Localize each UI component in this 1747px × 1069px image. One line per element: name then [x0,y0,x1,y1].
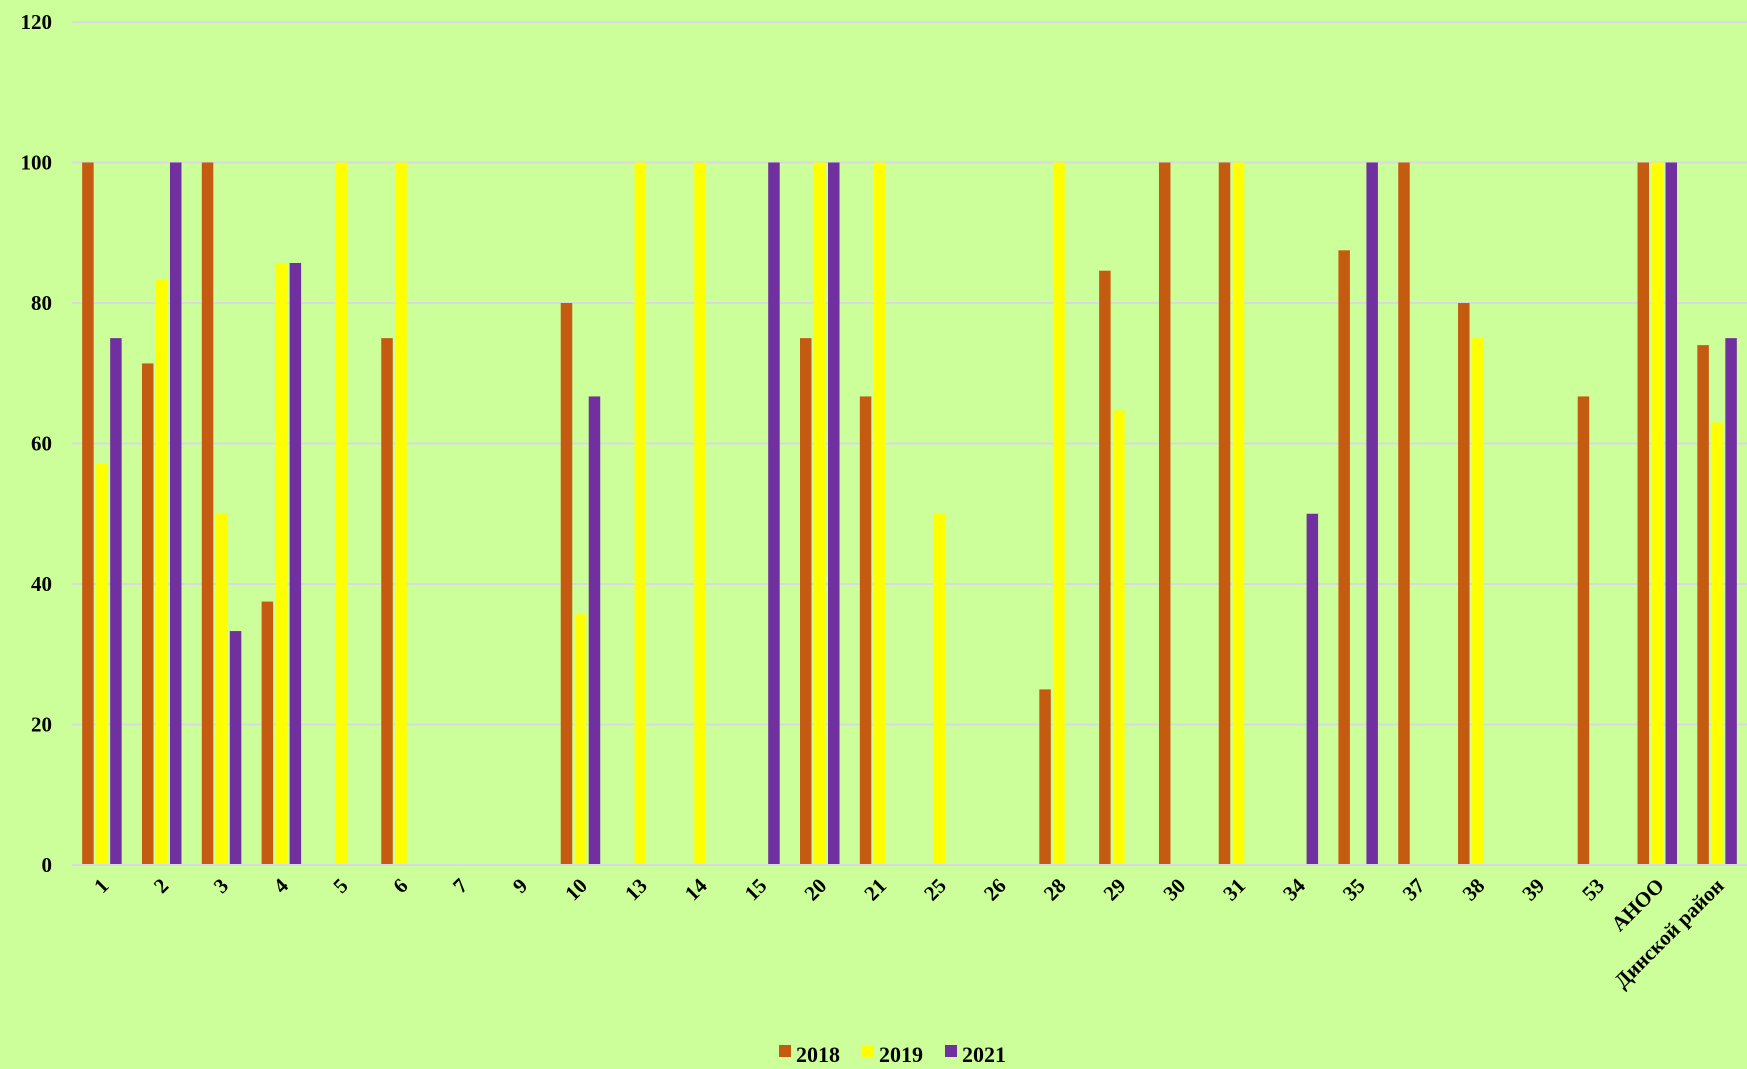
bar-2018-4 [261,601,274,865]
gridlines [72,21,1747,726]
bar-2021-3 [229,631,242,865]
x-tick-label: 30 [1158,874,1190,906]
bar-2018-35 [1338,250,1350,865]
bar-2018-53 [1577,396,1590,865]
x-tick-label: 25 [919,874,951,906]
y-tick-label: 20 [31,713,52,737]
x-tick-label: 37 [1398,874,1430,906]
bar-2018-37 [1398,162,1410,865]
bar-2021-20 [828,162,840,865]
x-tick-label: 38 [1458,874,1490,906]
x-tick-label: 14 [680,873,712,905]
bar-2019-10 [574,614,587,865]
x-tick-label: 10 [560,874,592,906]
x-tick-label: 28 [1039,874,1071,906]
bar-2019-25 [933,513,946,865]
x-tick-label: 31 [1218,874,1250,906]
bar-2018-АНОО [1637,162,1650,865]
bar-2019-21 [873,162,886,865]
x-tick-label: 13 [620,874,652,906]
legend-label-2019: 2019 [879,1042,923,1067]
legend-label-2018: 2018 [796,1042,840,1067]
bar-2019-3 [215,513,228,865]
bar-2018-29 [1099,270,1111,865]
x-tick-label: 39 [1517,874,1549,906]
bar-2018-28 [1039,689,1051,865]
legend-label-2021: 2021 [962,1042,1006,1067]
bar-2019-31 [1232,162,1245,865]
x-tick-label: 1 [89,874,113,898]
bar-2018-1 [82,162,94,865]
bar-2019-38 [1472,338,1484,865]
bar-2018-31 [1218,162,1231,865]
bar-2021-4 [289,262,302,865]
bar-2018-21 [859,396,872,865]
y-tick-label: 100 [21,151,53,175]
bar-2018-Динской район [1697,345,1709,865]
bar-2019-20 [814,162,826,865]
bar-2018-10 [560,303,573,865]
x-tick-label: 9 [508,874,532,898]
bar-2018-20 [800,338,812,865]
x-tick-label: 7 [448,874,472,898]
y-tick-label: 0 [42,853,53,877]
bar-2018-38 [1458,303,1470,865]
x-tick-label: 6 [388,874,412,898]
bar-2019-1 [96,463,108,865]
x-tick-label: 3 [209,874,233,898]
bar-2021-1 [110,338,122,865]
x-tick-label: 2 [149,874,173,898]
bar-2019-29 [1113,410,1125,865]
x-tick-label: 4 [269,873,294,898]
x-tick-label: 35 [1338,874,1370,906]
bar-2021-35 [1366,162,1378,865]
x-tick-label: 15 [740,874,772,906]
legend-swatch-2021 [945,1045,957,1057]
legend: 2018 2019 2021 [779,1042,1006,1067]
bar-2019-14 [694,162,706,865]
y-tick-label: 40 [31,572,52,596]
bar-2021-15 [768,162,780,865]
bar-2018-30 [1158,162,1171,865]
x-tick-label: 5 [328,874,352,898]
bar-2019-6 [395,162,407,865]
x-tick-label: 26 [979,874,1011,906]
bar-2021-10 [588,396,601,865]
x-tick-label: Динской район [1609,874,1728,993]
y-tick-label: 120 [21,10,53,34]
bar-2019-Динской район [1711,422,1723,865]
bar-2019-13 [634,162,647,865]
x-tick-label: 34 [1278,873,1310,905]
bar-2019-28 [1053,162,1065,865]
bar-2018-2 [141,363,154,865]
bar-2021-2 [169,162,182,865]
y-axis-ticks: 0 20 40 60 80 100 120 [21,10,53,877]
bar-2019-5 [335,162,347,865]
bar-2021-АНОО [1665,162,1678,865]
bar-2021-34 [1306,513,1319,865]
x-axis-ticks: 1 2 3 4 5 6 7 9 10 13 14 15 20 21 25 26 28 29 30 31 34 35 37 38… [89,873,1729,993]
bars [82,162,1737,865]
legend-swatch-2019 [862,1045,874,1057]
bar-2018-3 [201,162,214,865]
bar-2019-АНОО [1651,162,1664,865]
bar-2019-2 [155,279,168,865]
y-tick-label: 80 [31,291,52,315]
y-tick-label: 60 [31,432,52,456]
legend-swatch-2018 [779,1045,791,1057]
x-tick-label: 53 [1577,874,1609,906]
x-tick-label: 21 [859,874,891,906]
x-tick-label: 29 [1099,874,1131,906]
bar-2021-Динской район [1725,338,1737,865]
x-tick-label: 20 [799,874,831,906]
bar-2018-6 [381,338,393,865]
bar-2019-4 [275,262,288,865]
